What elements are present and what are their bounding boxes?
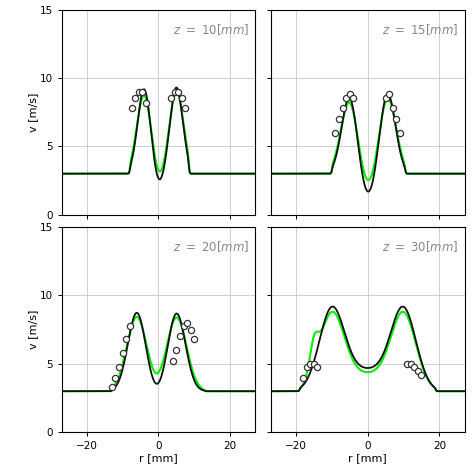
Point	[407, 360, 414, 368]
Point	[112, 374, 119, 381]
Point	[131, 95, 139, 102]
Point	[138, 88, 146, 95]
Text: $z\ =\ 10[mm]$: $z\ =\ 10[mm]$	[173, 22, 249, 37]
Point	[335, 115, 343, 123]
Point	[178, 95, 186, 102]
Point	[389, 104, 397, 112]
Point	[126, 322, 134, 329]
Point	[180, 322, 187, 329]
Point	[108, 383, 116, 391]
Point	[167, 95, 175, 102]
Point	[342, 95, 350, 102]
Point	[339, 104, 346, 112]
Text: $z\ =\ 15[mm]$: $z\ =\ 15[mm]$	[383, 22, 459, 37]
Point	[191, 335, 198, 343]
Point	[303, 363, 310, 371]
Point	[346, 91, 354, 98]
Text: $z\ =\ 30[mm]$: $z\ =\ 30[mm]$	[383, 239, 459, 254]
Point	[171, 88, 178, 95]
Point	[403, 360, 411, 368]
Point	[385, 91, 393, 98]
Point	[174, 88, 182, 95]
Point	[392, 115, 400, 123]
Point	[135, 88, 143, 95]
Point	[396, 129, 404, 136]
Point	[176, 332, 184, 340]
Point	[169, 357, 177, 365]
Point	[410, 363, 418, 371]
Y-axis label: v [m/s]: v [m/s]	[28, 310, 38, 349]
Point	[414, 367, 422, 374]
Point	[115, 363, 123, 371]
Point	[332, 129, 339, 136]
Point	[418, 371, 425, 379]
Point	[314, 363, 321, 371]
X-axis label: r [mm]: r [mm]	[139, 453, 178, 463]
Point	[183, 319, 191, 327]
Point	[299, 374, 307, 381]
Point	[187, 326, 194, 333]
Point	[173, 346, 180, 354]
Text: $z\ =\ 20[mm]$: $z\ =\ 20[mm]$	[173, 239, 249, 254]
Point	[349, 95, 357, 102]
Point	[310, 360, 318, 368]
Point	[307, 360, 314, 368]
Point	[122, 335, 130, 343]
X-axis label: r [mm]: r [mm]	[348, 453, 387, 463]
Point	[182, 104, 189, 112]
Point	[142, 99, 150, 106]
Point	[382, 95, 390, 102]
Point	[128, 104, 136, 112]
Point	[119, 349, 127, 357]
Y-axis label: v [m/s]: v [m/s]	[28, 93, 38, 132]
